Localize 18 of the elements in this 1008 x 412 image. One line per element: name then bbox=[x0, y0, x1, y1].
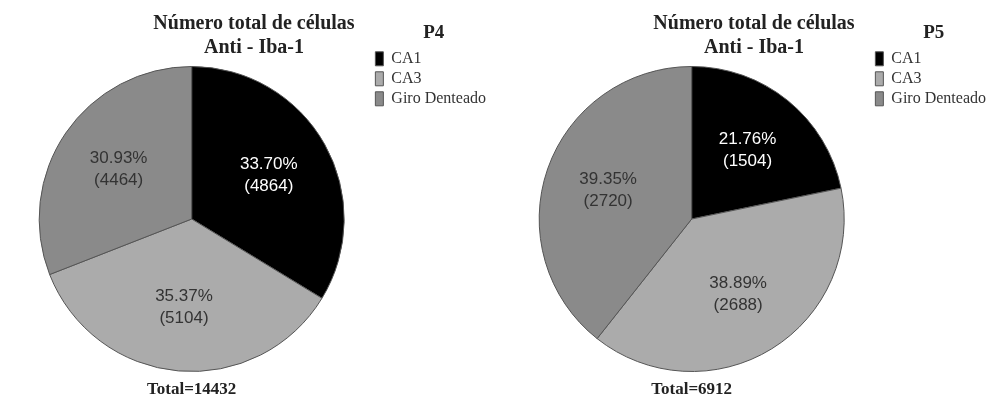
data-label: 38.89% (2688) bbox=[709, 272, 767, 314]
data-label: 39.35% (2720) bbox=[579, 168, 637, 210]
chart-title: Número total de células Anti - Iba-1 bbox=[153, 11, 355, 58]
text: Total=6912 bbox=[651, 378, 733, 398]
text: Total=14432 bbox=[147, 378, 237, 398]
legend-title: P4 bbox=[423, 21, 445, 43]
legend-label: Giro Denteado bbox=[391, 89, 487, 106]
legend-label: CA1 bbox=[391, 49, 422, 66]
data-label: 30.93% (4464) bbox=[89, 147, 148, 189]
data-label: 35.37% (5104) bbox=[155, 285, 213, 327]
legend-label: CA3 bbox=[391, 69, 422, 86]
data-label: 33.70% (4864) bbox=[239, 154, 298, 196]
legend-label: CA1 bbox=[891, 49, 922, 66]
data-label: 21.76% (1504) bbox=[718, 129, 777, 171]
legend-label: Giro Denteado bbox=[891, 89, 987, 106]
legend-title: P5 bbox=[923, 21, 945, 43]
legend-label: CA3 bbox=[891, 69, 922, 86]
chart-title: Número total de células Anti - Iba-1 bbox=[653, 11, 855, 58]
